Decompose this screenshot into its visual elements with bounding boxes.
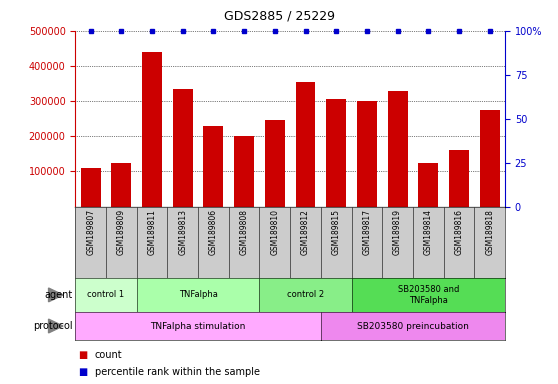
Text: ■: ■ [78, 350, 88, 360]
Bar [326, 99, 346, 207]
Text: percentile rank within the sample: percentile rank within the sample [95, 367, 260, 377]
Text: GSM189819: GSM189819 [393, 209, 402, 255]
Text: GSM189818: GSM189818 [485, 209, 494, 255]
Text: GSM189812: GSM189812 [301, 209, 310, 255]
Text: GSM189816: GSM189816 [454, 209, 464, 255]
Bar [357, 101, 377, 207]
Text: GSM189807: GSM189807 [86, 209, 95, 255]
Text: GSM189813: GSM189813 [178, 209, 187, 255]
Bar [112, 163, 131, 207]
Text: SB203580 and
TNFalpha: SB203580 and TNFalpha [398, 285, 459, 305]
Text: SB203580 preincubation: SB203580 preincubation [357, 321, 469, 331]
Text: control 1: control 1 [88, 290, 124, 300]
Bar [449, 150, 469, 207]
Text: TNFalpha: TNFalpha [179, 290, 218, 300]
Bar [388, 91, 407, 207]
Text: GSM189808: GSM189808 [239, 209, 249, 255]
Text: GDS2885 / 25229: GDS2885 / 25229 [224, 10, 334, 23]
Bar [265, 121, 285, 207]
Text: control 2: control 2 [287, 290, 324, 300]
Bar [418, 163, 438, 207]
Bar [234, 136, 254, 207]
Text: GSM189815: GSM189815 [331, 209, 341, 255]
Text: GSM189810: GSM189810 [270, 209, 280, 255]
Text: TNFalpha stimulation: TNFalpha stimulation [151, 321, 246, 331]
Text: GSM189817: GSM189817 [362, 209, 372, 255]
Text: GSM189814: GSM189814 [424, 209, 433, 255]
Text: agent: agent [44, 290, 73, 300]
Bar [480, 110, 499, 207]
Text: ■: ■ [78, 367, 88, 377]
Bar [142, 52, 162, 207]
Text: GSM189811: GSM189811 [147, 209, 157, 255]
Text: GSM189806: GSM189806 [209, 209, 218, 255]
Bar [81, 168, 100, 207]
Text: GSM189809: GSM189809 [117, 209, 126, 255]
Bar [296, 82, 315, 207]
Text: count: count [95, 350, 123, 360]
Bar [173, 89, 193, 207]
Bar [204, 126, 223, 207]
Text: protocol: protocol [33, 321, 73, 331]
